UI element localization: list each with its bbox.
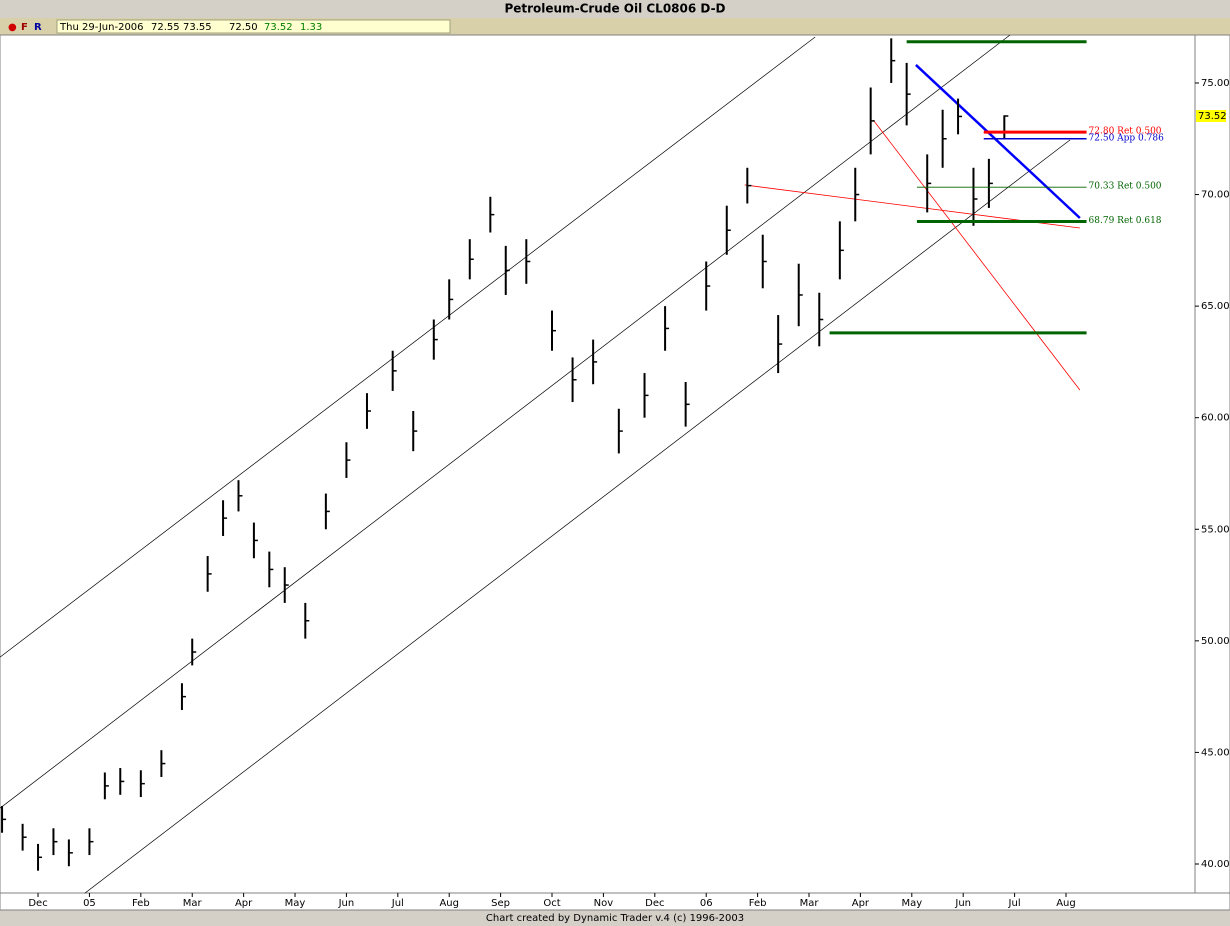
level-label: 72.50 App 0.786	[1089, 133, 1165, 143]
trend-line	[872, 119, 1081, 391]
y-tick-label: 55.00	[1201, 524, 1230, 535]
date: Thu 29-Jun-2006	[59, 22, 144, 33]
level-label: 70.33 Ret 0.500	[1089, 182, 1162, 192]
x-tick-label: Aug	[439, 898, 459, 909]
x-tick-label: Sep	[491, 898, 510, 909]
x-tick-label: Mar	[183, 898, 203, 909]
change: 1.33	[300, 22, 322, 33]
x-tick-label: Jun	[338, 898, 355, 909]
trend-line	[0, 36, 816, 658]
last-price-label: 73.52	[1198, 111, 1227, 122]
info-field	[56, 19, 451, 34]
close: 73.52	[264, 22, 293, 33]
high: 73.55	[183, 22, 212, 33]
plot-area	[0, 34, 1196, 894]
y-tick-label: 70.00	[1201, 190, 1230, 201]
y-tick-label: 50.00	[1201, 636, 1230, 647]
y-tick-label: 60.00	[1201, 413, 1230, 424]
chart-title: Petroleum-Crude Oil CL0806 D-D	[504, 2, 725, 16]
trend-line	[84, 139, 1071, 894]
price-axis	[1194, 34, 1230, 894]
x-tick-label: May	[285, 898, 306, 909]
x-tick-label: Jul	[1008, 898, 1021, 909]
x-tick-label: Nov	[594, 898, 614, 909]
x-tick-label: Apr	[235, 898, 253, 909]
y-tick-label: 75.00	[1201, 78, 1230, 89]
level-label: 72.80 Ret 0.500	[1089, 127, 1162, 137]
credit: Chart created by Dynamic Trader v.4 (c) …	[486, 913, 744, 924]
x-tick-label: Jul	[391, 898, 404, 909]
y-tick-label: 45.00	[1201, 747, 1230, 758]
marker[interactable]: F	[21, 22, 28, 33]
trend-line	[915, 63, 1081, 219]
x-tick-label: 05	[83, 898, 96, 909]
open: 72.55	[151, 22, 180, 33]
last-price-box	[1196, 110, 1226, 123]
x-tick-label: Feb	[132, 898, 150, 909]
time-axis	[0, 892, 1230, 911]
x-tick-label: Dec	[28, 898, 47, 909]
x-tick-label: 06	[700, 898, 713, 909]
y-tick-label: 40.00	[1201, 859, 1230, 870]
x-tick-label: Feb	[749, 898, 767, 909]
low: 72.50	[229, 22, 258, 33]
x-tick-label: Aug	[1056, 898, 1076, 909]
x-tick-label: May	[901, 898, 922, 909]
x-tick-label: Jun	[954, 898, 971, 909]
y-tick-label: 65.00	[1201, 301, 1230, 312]
x-tick-label: Oct	[543, 898, 560, 909]
x-tick-label: Mar	[800, 898, 820, 909]
title-bar	[0, 0, 1230, 18]
x-tick-label: Dec	[645, 898, 664, 909]
x-tick-label: Apr	[852, 898, 870, 909]
marker: ●	[8, 22, 17, 33]
trend-line	[0, 34, 1011, 809]
level-label: 68.79 Ret 0.618	[1089, 216, 1162, 226]
marker[interactable]: R	[34, 22, 42, 33]
